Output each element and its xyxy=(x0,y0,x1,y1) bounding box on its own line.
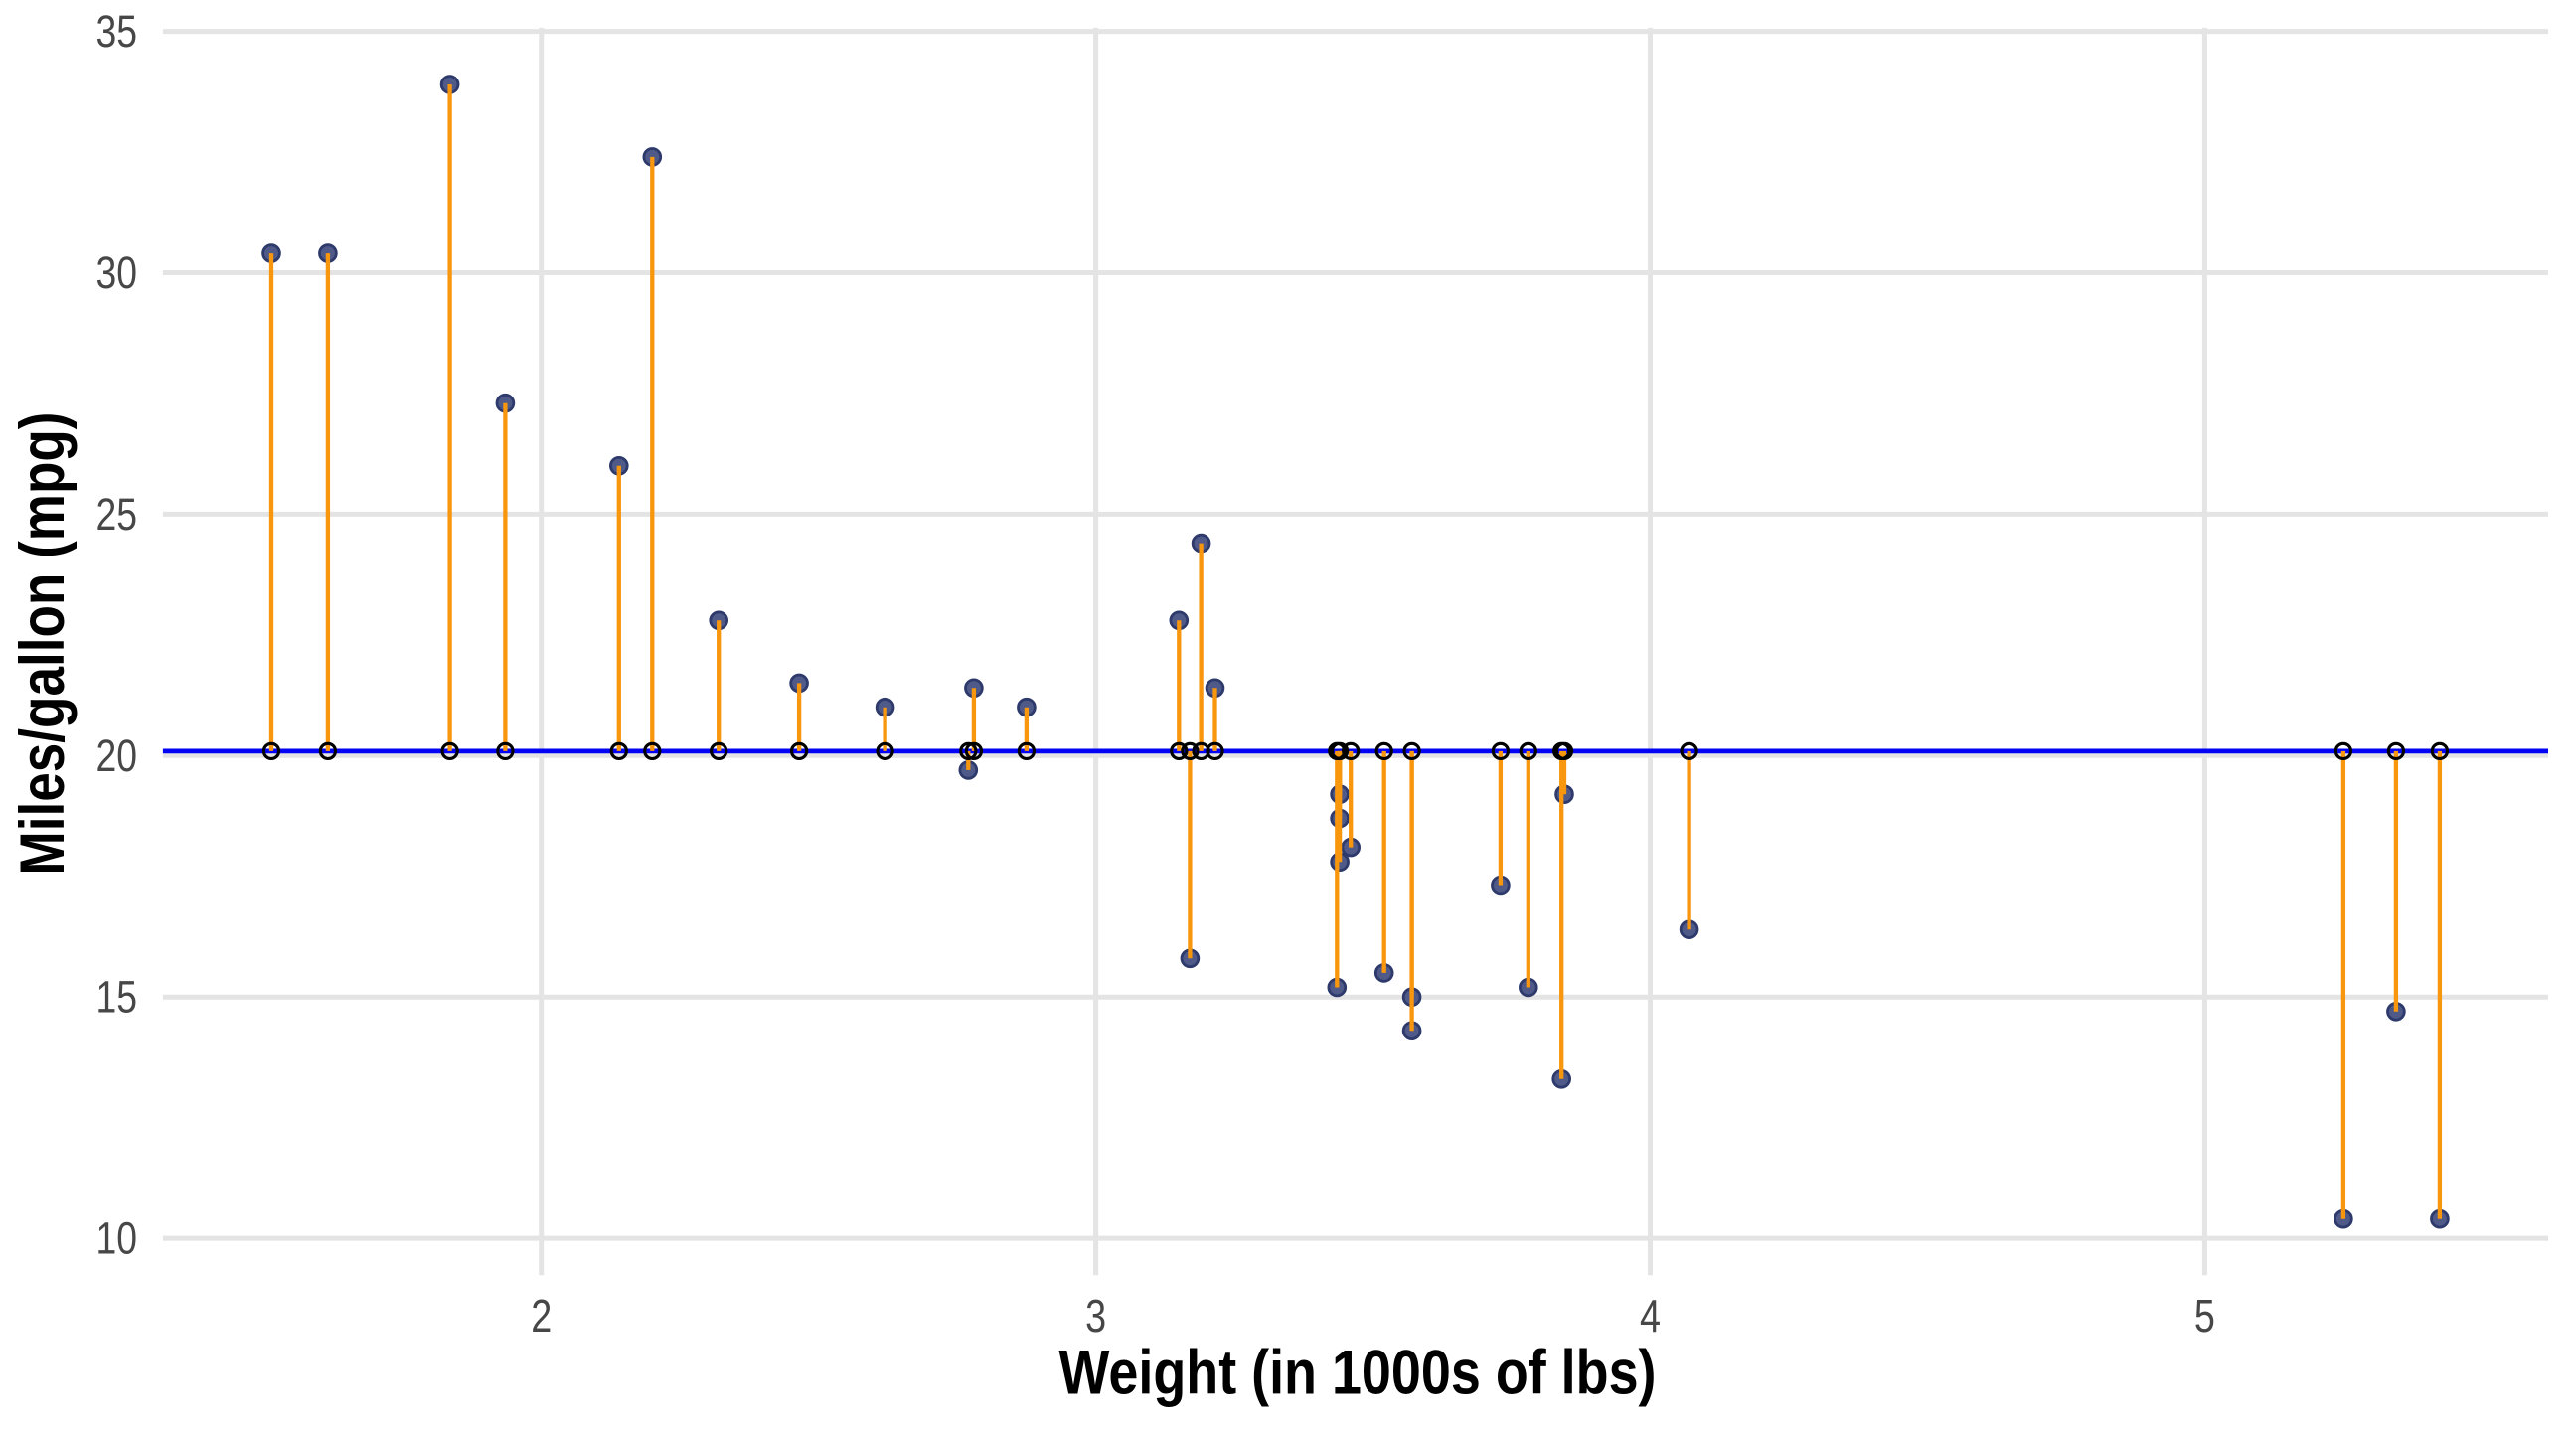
svg-text:Weight (in 1000s of lbs): Weight (in 1000s of lbs) xyxy=(1059,1339,1657,1408)
svg-text:35: 35 xyxy=(96,6,138,57)
svg-text:4: 4 xyxy=(1640,1290,1661,1342)
svg-text:3: 3 xyxy=(1085,1290,1106,1342)
svg-text:15: 15 xyxy=(96,972,138,1023)
svg-text:Miles/gallon (mpg): Miles/gallon (mpg) xyxy=(8,412,78,875)
svg-text:20: 20 xyxy=(96,730,138,781)
svg-text:2: 2 xyxy=(531,1290,552,1342)
svg-text:25: 25 xyxy=(96,489,138,540)
svg-text:5: 5 xyxy=(2194,1290,2215,1342)
svg-text:30: 30 xyxy=(96,247,138,298)
svg-text:10: 10 xyxy=(96,1213,138,1264)
